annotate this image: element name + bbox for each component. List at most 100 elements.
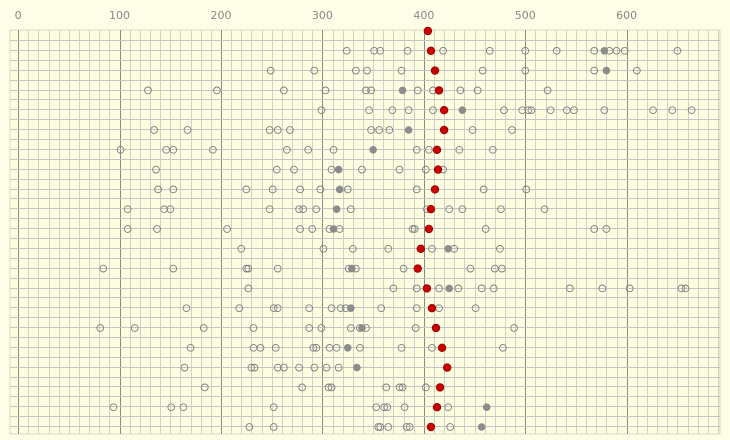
hollow-point <box>316 185 325 194</box>
hollow-point <box>200 383 209 392</box>
filled-point <box>458 106 467 114</box>
hollow-point <box>439 46 447 55</box>
hollow-point <box>273 304 282 313</box>
hollow-point <box>310 66 319 75</box>
hollow-point <box>169 185 178 194</box>
hollow-point <box>160 205 169 214</box>
hollow-point <box>412 284 421 293</box>
hollow-point <box>123 225 132 233</box>
hollow-point <box>397 66 406 75</box>
hollow-point <box>298 383 306 392</box>
mean-point <box>433 165 443 174</box>
hollow-point <box>625 284 634 293</box>
mean-point <box>427 304 437 313</box>
hollow-point <box>422 383 430 392</box>
hollow-point <box>166 205 175 214</box>
hollow-point <box>521 66 530 75</box>
hollow-point <box>508 126 516 134</box>
filled-point <box>602 66 611 75</box>
hollow-point <box>602 225 611 233</box>
hollow-point <box>395 383 404 392</box>
hollow-point <box>446 423 455 431</box>
hollow-point <box>280 363 288 372</box>
hollow-point <box>130 324 139 332</box>
hollow-point <box>271 343 280 352</box>
hollow-point <box>266 66 275 75</box>
hollow-point <box>403 46 412 55</box>
filled-point <box>343 343 352 352</box>
hollow-point <box>352 66 360 75</box>
hollow-point <box>265 205 274 214</box>
hollow-point <box>245 423 254 431</box>
hollow-point <box>481 225 490 233</box>
hollow-point <box>237 244 246 253</box>
filled-point <box>329 225 338 233</box>
hollow-point <box>429 106 437 115</box>
filled-point <box>600 46 609 55</box>
hollow-point <box>343 185 352 194</box>
hollow-point <box>458 205 467 214</box>
hollow-point <box>500 106 508 115</box>
hollow-point <box>334 363 343 372</box>
hollow-point <box>299 205 307 214</box>
hollow-point <box>405 423 414 431</box>
hollow-point <box>317 324 326 332</box>
hollow-point <box>497 205 505 214</box>
hollow-point <box>425 145 433 154</box>
grid <box>10 30 720 434</box>
mean-point <box>432 403 442 412</box>
hollow-point <box>566 284 574 293</box>
hollow-point <box>272 165 281 174</box>
filled-point <box>353 363 361 372</box>
hollow-point <box>398 383 407 392</box>
hollow-point <box>109 403 118 412</box>
mean-point <box>439 125 449 135</box>
hollow-point <box>321 86 330 95</box>
hollow-point <box>384 423 393 431</box>
hollow-point <box>99 264 108 273</box>
x-axis-tick-labels: 0 100 200 300 400 500 600 <box>15 9 638 22</box>
mean-point <box>413 264 422 273</box>
hollow-point <box>466 264 475 273</box>
filled-point <box>332 205 341 214</box>
hollow-point <box>444 403 453 412</box>
hollow-point <box>269 304 278 313</box>
filled-point <box>398 86 407 95</box>
hollow-point <box>540 205 549 214</box>
hollow-point <box>312 343 321 352</box>
hollow-point <box>296 185 304 194</box>
hollow-point <box>363 66 371 75</box>
hollow-point <box>180 363 189 372</box>
hollow-point <box>388 106 397 115</box>
filled-point <box>369 146 377 154</box>
hollow-point <box>269 403 278 412</box>
hollow-point <box>213 86 221 95</box>
hollow-point <box>346 205 355 214</box>
hollow-point <box>402 423 411 431</box>
hollow-point <box>399 264 408 273</box>
hollow-point <box>498 264 506 273</box>
hollow-point <box>365 106 373 115</box>
hollow-point <box>296 225 304 233</box>
hollow-point <box>456 86 465 95</box>
hollow-point <box>590 66 599 75</box>
filled-point <box>348 264 356 273</box>
hollow-point <box>445 205 454 214</box>
hollow-point <box>428 244 436 253</box>
hollow-point <box>256 343 265 352</box>
hollow-point <box>499 343 507 352</box>
hollow-point <box>400 403 409 412</box>
hollow-point <box>269 423 278 431</box>
hollow-point <box>327 304 336 313</box>
mean-point <box>422 284 432 293</box>
hollow-point <box>527 106 536 115</box>
hollow-point <box>305 304 314 313</box>
hollow-point <box>295 363 303 372</box>
hollow-point <box>319 244 328 253</box>
hollow-point <box>632 66 641 75</box>
hollow-point <box>620 46 629 55</box>
hollow-point <box>383 403 392 412</box>
x-tick-label: 100 <box>109 9 130 22</box>
hollow-point <box>169 264 178 273</box>
hollow-point <box>346 324 355 332</box>
